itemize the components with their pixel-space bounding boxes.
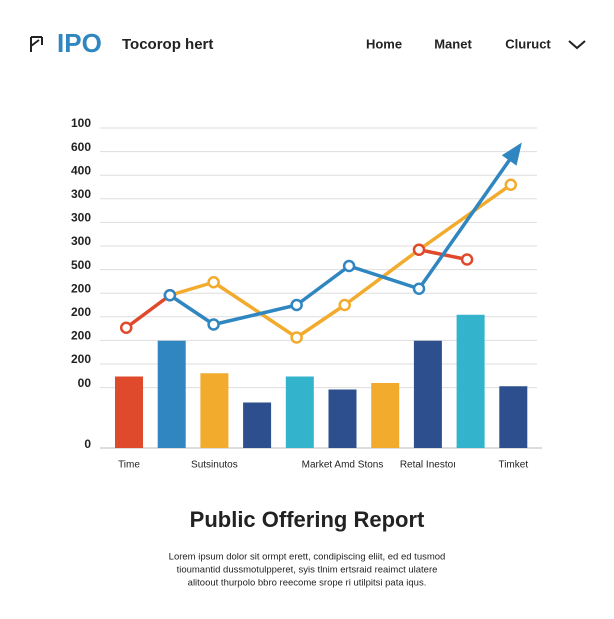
- x-tick-label: Sutsinutos: [191, 460, 238, 471]
- bar: [243, 402, 272, 448]
- y-tick-label: 100: [71, 116, 91, 130]
- chart: 100600400300300300500200200200200000Time…: [71, 116, 542, 471]
- bar: [413, 340, 442, 448]
- x-tick-label: Market Amd Stons: [302, 460, 384, 471]
- nav-link[interactable]: Home: [366, 36, 402, 51]
- y-tick-label: 0: [84, 437, 91, 451]
- bar: [456, 314, 485, 448]
- y-tick-label: 600: [71, 140, 91, 154]
- nav-link[interactable]: Manet: [434, 36, 472, 51]
- line-point: [163, 289, 177, 302]
- y-tick-label: 200: [71, 329, 91, 343]
- bar: [285, 376, 314, 448]
- x-tick-label: Retal Inestoı: [400, 460, 456, 471]
- y-tick-label: 200: [71, 305, 91, 319]
- menu-toggle[interactable]: [568, 40, 586, 50]
- line-point: [460, 253, 474, 266]
- report-text: alitoout thurpolo bbro reecome srope ri …: [188, 578, 427, 589]
- bar: [328, 389, 357, 448]
- logo: IPO: [57, 28, 102, 58]
- y-tick-label: 300: [71, 234, 91, 248]
- y-tick-label: 00: [78, 376, 92, 390]
- line-point: [207, 276, 220, 289]
- line-series: [169, 183, 512, 340]
- line-point: [290, 298, 303, 312]
- bar: [200, 373, 229, 448]
- line-point: [119, 321, 133, 334]
- x-tick-label: Time: [118, 460, 140, 471]
- report-text: Lorem ipsum dolor sit ormpt erett, condi…: [169, 552, 446, 563]
- y-tick-label: 200: [71, 352, 91, 366]
- arrow-head: [501, 142, 522, 166]
- y-tick-label: 400: [71, 163, 91, 177]
- bar: [115, 376, 143, 448]
- line-point: [338, 298, 351, 312]
- line-point: [412, 243, 426, 256]
- x-tick-label: Timket: [498, 460, 528, 471]
- y-tick-label: 500: [71, 258, 91, 272]
- nav-link[interactable]: Cluruct: [505, 36, 551, 51]
- line-series: [168, 144, 521, 327]
- report-title: Public Offering Report: [190, 507, 425, 532]
- line-point: [207, 318, 220, 331]
- logo-icon: [30, 36, 43, 52]
- y-tick-label: 300: [71, 211, 91, 225]
- report-text: tioumantid dussmotulpperet, syis tlnim e…: [177, 565, 438, 576]
- line-point: [342, 259, 356, 273]
- y-tick-label: 300: [71, 187, 91, 201]
- line-point: [412, 282, 426, 295]
- bar: [499, 386, 528, 448]
- y-tick-label: 200: [71, 281, 91, 295]
- bar: [371, 383, 400, 448]
- line-point: [504, 178, 518, 191]
- bar: [157, 340, 186, 448]
- brand: Tocorop hert: [122, 36, 213, 53]
- line-point: [290, 331, 303, 344]
